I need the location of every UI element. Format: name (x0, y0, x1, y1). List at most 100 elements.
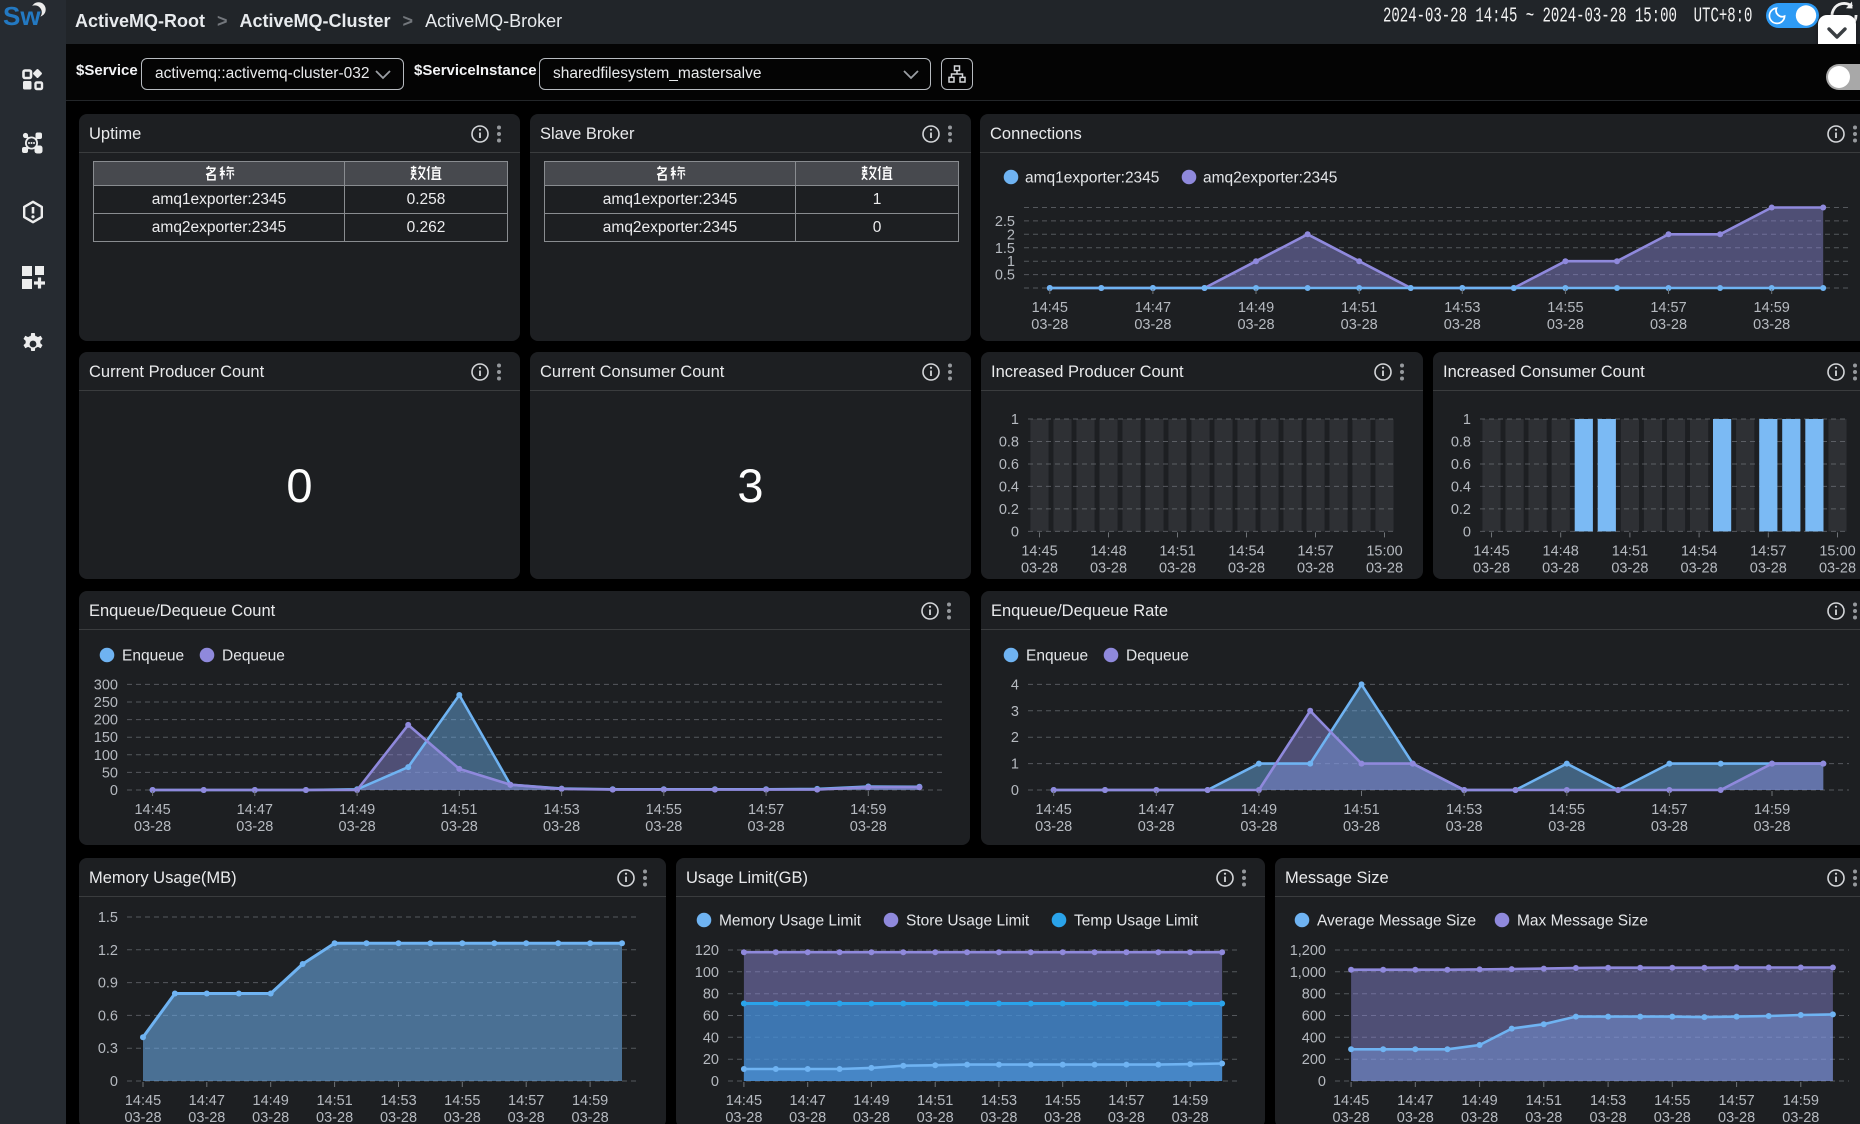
svg-text:03-28: 03-28 (252, 1110, 289, 1124)
svg-text:14:48: 14:48 (1543, 543, 1579, 559)
svg-text:03-28: 03-28 (1090, 560, 1127, 576)
svg-text:03-28: 03-28 (1590, 1110, 1627, 1124)
svg-text:14:59: 14:59 (1783, 1093, 1819, 1109)
svg-text:200: 200 (94, 713, 118, 729)
svg-text:14:55: 14:55 (646, 802, 682, 818)
svg-text:Dequeue: Dequeue (222, 648, 285, 665)
svg-text:0.8: 0.8 (999, 435, 1019, 451)
svg-text:14:47: 14:47 (189, 1093, 225, 1109)
svg-text:14:51: 14:51 (1341, 300, 1377, 316)
svg-text:40: 40 (703, 1030, 719, 1046)
svg-text:400: 400 (1302, 1030, 1326, 1046)
svg-text:03-28: 03-28 (850, 819, 887, 835)
svg-text:14:49: 14:49 (1461, 1093, 1497, 1109)
svg-text:1.2: 1.2 (98, 943, 118, 959)
svg-text:120: 120 (695, 943, 719, 959)
svg-text:0.6: 0.6 (98, 1008, 118, 1024)
svg-text:03-28: 03-28 (543, 819, 580, 835)
svg-text:14:57: 14:57 (1297, 543, 1333, 559)
svg-text:03-28: 03-28 (1651, 819, 1688, 835)
svg-text:14:45: 14:45 (125, 1093, 161, 1109)
svg-text:03-28: 03-28 (1718, 1110, 1755, 1124)
svg-text:2024-03-28 14:45 ~ 2024-03-28: 2024-03-28 14:45 ~ 2024-03-28 15:00 UTC+… (1383, 5, 1752, 29)
svg-text:14:54: 14:54 (1681, 543, 1717, 559)
svg-text:14:59: 14:59 (1754, 300, 1790, 316)
svg-text:Enqueue: Enqueue (1026, 648, 1088, 665)
svg-text:14:57: 14:57 (1718, 1093, 1754, 1109)
svg-text:14:45: 14:45 (1473, 543, 1509, 559)
svg-text:03-28: 03-28 (1044, 1110, 1081, 1124)
svg-text:03-28: 03-28 (339, 819, 376, 835)
svg-text:14:47: 14:47 (1397, 1093, 1433, 1109)
svg-text:150: 150 (94, 730, 118, 746)
svg-text:03-28: 03-28 (236, 819, 273, 835)
svg-text:14:55: 14:55 (1654, 1093, 1690, 1109)
svg-text:03-28: 03-28 (645, 819, 682, 835)
svg-text:14:47: 14:47 (1138, 802, 1174, 818)
svg-text:14:57: 14:57 (508, 1093, 544, 1109)
svg-text:1: 1 (1011, 412, 1019, 428)
svg-text:03-28: 03-28 (917, 1110, 954, 1124)
svg-text:03-28: 03-28 (1333, 1110, 1370, 1124)
svg-text:14:45: 14:45 (726, 1093, 762, 1109)
svg-text:0: 0 (110, 1074, 118, 1090)
svg-text:03-28: 03-28 (725, 1110, 762, 1124)
svg-text:amq1exporter:2345: amq1exporter:2345 (1025, 170, 1159, 187)
svg-text:14:47: 14:47 (237, 802, 273, 818)
svg-text:03-28: 03-28 (1542, 560, 1579, 576)
svg-text:03-28: 03-28 (316, 1110, 353, 1124)
svg-text:14:51: 14:51 (316, 1093, 352, 1109)
svg-text:14:57: 14:57 (1750, 543, 1786, 559)
svg-text:14:53: 14:53 (543, 802, 579, 818)
svg-text:2: 2 (1011, 730, 1019, 746)
svg-text:03-28: 03-28 (1134, 317, 1171, 333)
svg-text:50: 50 (102, 765, 118, 781)
svg-text:300: 300 (94, 677, 118, 693)
svg-text:03-28: 03-28 (1782, 1110, 1819, 1124)
svg-text:03-28: 03-28 (1237, 317, 1274, 333)
svg-text:1.5: 1.5 (98, 910, 118, 926)
svg-text:0.6: 0.6 (999, 457, 1019, 473)
svg-text:03-28: 03-28 (1035, 819, 1072, 835)
svg-text:Memory Usage Limit: Memory Usage Limit (719, 913, 862, 930)
svg-text:Dequeue: Dequeue (1126, 648, 1189, 665)
svg-text:03-28: 03-28 (853, 1110, 890, 1124)
svg-text:600: 600 (1302, 1009, 1326, 1025)
svg-text:03-28: 03-28 (1547, 317, 1584, 333)
svg-text:03-28: 03-28 (1366, 560, 1403, 576)
svg-text:14:45: 14:45 (134, 802, 170, 818)
svg-text:03-28: 03-28 (1461, 1110, 1498, 1124)
svg-text:0.2: 0.2 (999, 502, 1019, 518)
svg-text:0.2: 0.2 (1451, 502, 1471, 518)
svg-text:03-28: 03-28 (1444, 317, 1481, 333)
svg-text:100: 100 (94, 748, 118, 764)
svg-text:80: 80 (703, 987, 719, 1003)
svg-text:14:49: 14:49 (853, 1093, 889, 1109)
svg-text:03-28: 03-28 (1650, 317, 1687, 333)
svg-text:14:55: 14:55 (1045, 1093, 1081, 1109)
svg-text:03-28: 03-28 (980, 1110, 1017, 1124)
svg-text:03-28: 03-28 (1159, 560, 1196, 576)
svg-text:3: 3 (1011, 704, 1019, 720)
svg-text:14:57: 14:57 (748, 802, 784, 818)
svg-text:14:53: 14:53 (380, 1093, 416, 1109)
svg-text:Temp Usage Limit: Temp Usage Limit (1074, 913, 1199, 930)
svg-text:2: 2 (1007, 227, 1015, 243)
svg-text:14:59: 14:59 (1172, 1093, 1208, 1109)
svg-text:0.3: 0.3 (98, 1041, 118, 1057)
svg-text:14:49: 14:49 (339, 802, 375, 818)
svg-text:14:53: 14:53 (1444, 300, 1480, 316)
svg-text:03-28: 03-28 (134, 819, 171, 835)
svg-text:03-28: 03-28 (1108, 1110, 1145, 1124)
svg-text:0: 0 (110, 783, 118, 799)
svg-text:0: 0 (1011, 524, 1019, 540)
svg-text:03-28: 03-28 (1240, 819, 1277, 835)
svg-text:0: 0 (711, 1074, 719, 1090)
svg-text:0.9: 0.9 (98, 976, 118, 992)
svg-text:03-28: 03-28 (444, 1110, 481, 1124)
svg-text:1: 1 (1463, 412, 1471, 428)
svg-text:14:55: 14:55 (1549, 802, 1585, 818)
svg-text:14:51: 14:51 (917, 1093, 953, 1109)
svg-text:14:45: 14:45 (1021, 543, 1057, 559)
svg-text:1.5: 1.5 (995, 241, 1015, 257)
